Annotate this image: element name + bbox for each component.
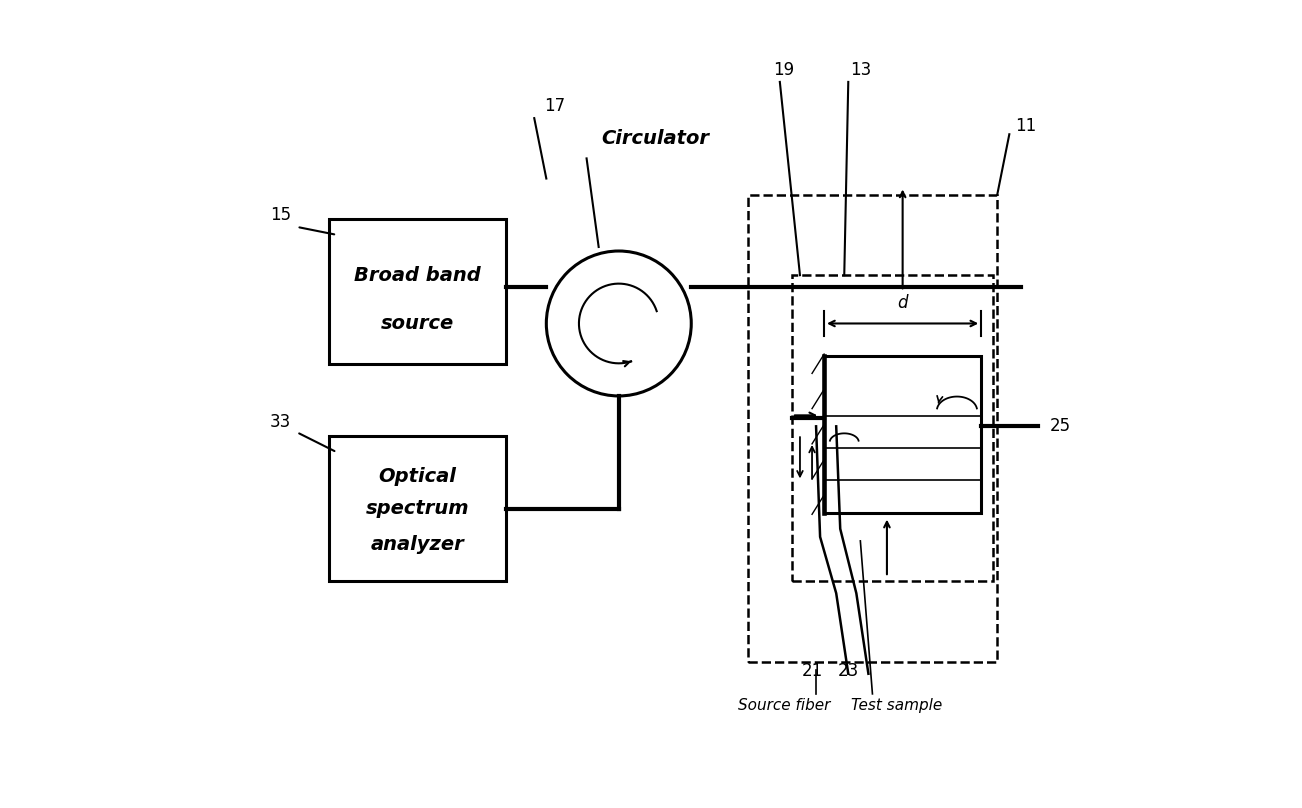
Text: 21: 21 [802,663,823,680]
Bar [329,219,506,364]
Text: Source fiber: Source fiber [738,698,831,713]
Text: Test sample: Test sample [852,698,943,713]
Text: Optical: Optical [379,467,457,486]
Bar [824,356,982,513]
Bar [329,436,506,581]
Text: 33: 33 [270,413,292,431]
Text: source: source [381,314,454,333]
Text: 17: 17 [544,97,565,115]
Text: 19: 19 [773,61,794,79]
Bar [747,195,997,662]
Text: d: d [897,294,907,313]
Text: analyzer: analyzer [371,536,465,554]
Bar [792,276,993,581]
Text: 25: 25 [1049,418,1070,436]
Text: 23: 23 [837,663,859,680]
Text: Broad band: Broad band [354,266,480,284]
Text: 15: 15 [270,206,292,224]
Text: Circulator: Circulator [602,128,710,148]
Text: 11: 11 [1014,117,1036,135]
Text: spectrum: spectrum [366,499,469,518]
Text: 13: 13 [850,61,871,79]
